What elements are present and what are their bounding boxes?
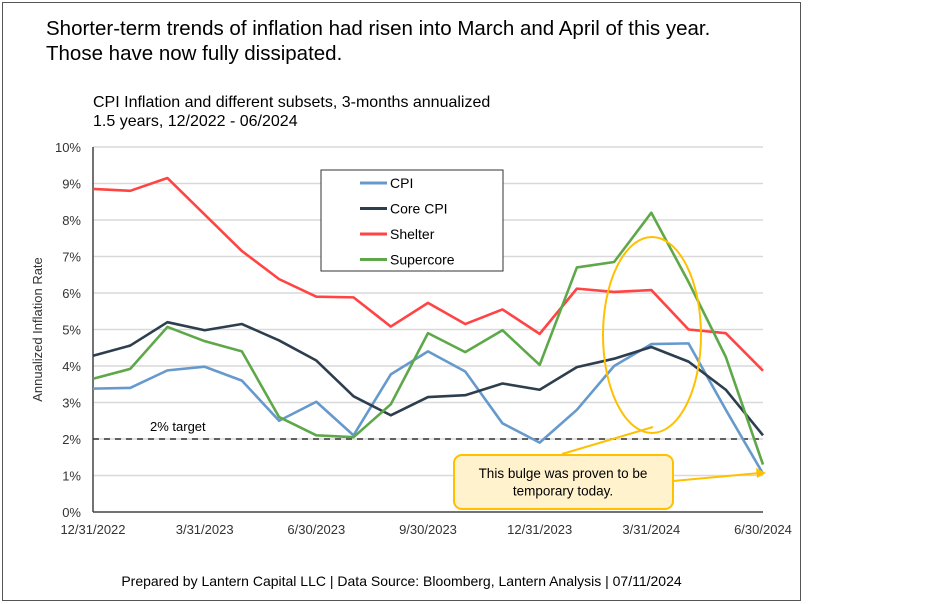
legend-label: CPI [390, 175, 413, 191]
chart-title: CPI Inflation and different subsets, 3-m… [93, 94, 491, 111]
headline-line-2: Those have now fully dissipated. [46, 42, 343, 65]
y-tick-label: 8% [62, 213, 81, 228]
series-line-supercore [92, 211, 765, 465]
series-line-cpi [92, 342, 765, 475]
headline-line-1: Shorter-term trends of inflation had ris… [46, 17, 711, 40]
callout-text: temporary today. [513, 484, 613, 499]
y-tick-label: 1% [62, 469, 81, 484]
y-tick-label: 10% [55, 140, 81, 155]
chart-subtitle: 1.5 years, 12/2022 - 06/2024 [93, 113, 298, 130]
y-tick-label: 6% [62, 286, 81, 301]
x-tick-label: 3/31/2024 [622, 522, 680, 537]
y-axis-label: Annualized Inflation Rate [30, 257, 45, 402]
y-tick-label: 0% [62, 505, 81, 520]
callout-arrow-line [672, 472, 761, 482]
highlight-ellipse [602, 236, 702, 434]
y-tick-label: 3% [62, 396, 81, 411]
y-tick-label: 9% [62, 177, 81, 192]
x-tick-label: 9/30/2023 [399, 522, 457, 537]
callout-text: This bulge was proven to be [479, 466, 648, 481]
legend-label: Supercore [390, 252, 455, 268]
chart-frame [2, 2, 801, 601]
y-tick-label: 2% [62, 432, 81, 447]
arrow-head-icon [756, 468, 766, 478]
legend-box [320, 169, 504, 272]
y-tick-label: 5% [62, 323, 81, 338]
x-tick-label: 6/30/2023 [287, 522, 345, 537]
y-tick-label: 7% [62, 250, 81, 265]
footer-source: Prepared by Lantern Capital LLC | Data S… [121, 573, 682, 589]
chart-title-block: CPI Inflation and different subsets, 3-m… [93, 93, 490, 131]
x-tick-label: 12/31/2023 [507, 522, 572, 537]
headline: Shorter-term trends of inflation had ris… [46, 16, 786, 66]
legend-label: Core CPI [390, 201, 448, 217]
target-label: 2% target [150, 419, 206, 434]
y-tick-label: 4% [62, 359, 81, 374]
callout-connector [561, 426, 654, 455]
series-line-core-cpi [92, 320, 765, 437]
callout-box [453, 454, 674, 510]
legend-label: Shelter [390, 226, 435, 242]
x-tick-label: 12/31/2022 [60, 522, 125, 537]
series-line-shelter [92, 176, 764, 372]
x-tick-label: 6/30/2024 [734, 522, 792, 537]
x-tick-label: 3/31/2023 [176, 522, 234, 537]
